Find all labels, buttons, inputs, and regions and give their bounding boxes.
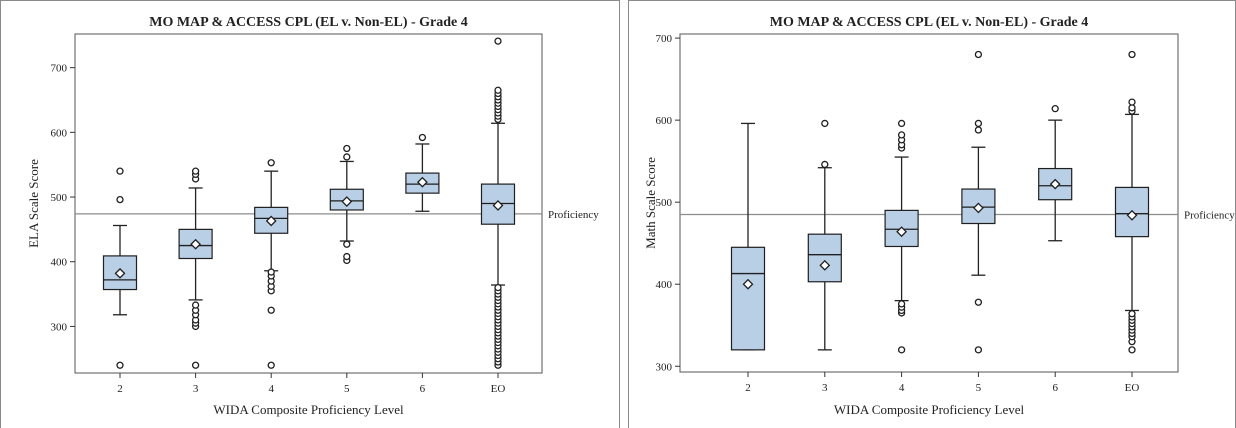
x-tick-label: 5 <box>976 382 982 394</box>
x-tick-label: EO <box>491 383 506 395</box>
mean-marker <box>742 278 754 290</box>
y-tick-label: 500 <box>51 192 68 204</box>
outlier-point <box>343 153 351 161</box>
chart-title: MO MAP & ACCESS CPL (EL v. Non-EL) - Gra… <box>149 15 468 30</box>
outlier-point <box>191 167 200 175</box>
ela-chart-panel: MO MAP & ACCESS CPL (EL v. Non-EL) - Gra… <box>0 0 620 428</box>
y-axis-title: Math Scale Score <box>643 157 658 249</box>
mean-marker <box>341 196 353 207</box>
outlier-point <box>821 160 829 169</box>
outlier-point <box>494 283 502 292</box>
outlier-point <box>1051 105 1059 113</box>
plot-area-frame <box>74 33 543 374</box>
y-tick-label: 700 <box>51 63 68 75</box>
mean-marker <box>819 259 831 271</box>
y-tick-label: 400 <box>656 279 673 291</box>
x-tick-label: 6 <box>1052 382 1058 394</box>
outlier-point <box>974 346 983 354</box>
mean-marker <box>416 176 428 188</box>
outlier-point <box>897 119 906 128</box>
outlier-point <box>267 361 275 369</box>
outlier-point <box>267 306 275 314</box>
y-tick-label: 600 <box>656 115 673 127</box>
outlier-point <box>494 37 502 45</box>
outlier-point <box>116 195 124 204</box>
y-tick-label: 500 <box>656 197 673 209</box>
mean-marker <box>492 200 504 211</box>
mean-marker <box>265 215 277 227</box>
outlier-point <box>974 126 983 134</box>
outlier-point <box>343 240 351 248</box>
mean-marker <box>1049 178 1061 190</box>
x-tick-label: EO <box>1125 382 1140 394</box>
outlier-point <box>494 86 502 94</box>
outlier-point <box>116 361 124 369</box>
outlier-point <box>821 119 829 128</box>
proficiency-label: Proficiency <box>1184 209 1235 221</box>
mean-marker <box>972 202 984 214</box>
mean-marker <box>896 226 908 238</box>
outlier-point <box>897 131 906 139</box>
outlier-point <box>1128 50 1136 59</box>
x-tick-label: 5 <box>344 383 350 395</box>
outlier-point <box>974 298 983 306</box>
x-axis-title: WIDA Composite Proficiency Level <box>834 402 1025 417</box>
outlier-point <box>1128 98 1136 106</box>
x-tick-label: 6 <box>420 383 426 395</box>
outlier-point <box>267 159 275 167</box>
outlier-point <box>1128 310 1136 318</box>
outlier-point <box>267 268 275 276</box>
mean-marker <box>114 267 126 279</box>
math-boxplot-svg: MO MAP & ACCESS CPL (EL v. Non-EL) - Gra… <box>643 15 1235 417</box>
mean-marker <box>190 238 202 250</box>
iqr-box <box>730 246 766 351</box>
ela-boxplot-svg: MO MAP & ACCESS CPL (EL v. Non-EL) - Gra… <box>26 15 599 417</box>
panel-divider <box>620 0 628 428</box>
iqr-box <box>884 209 919 248</box>
mean-marker <box>1126 209 1138 221</box>
x-tick-label: 3 <box>822 382 828 394</box>
x-axis-title: WIDA Composite Proficiency Level <box>213 402 404 417</box>
outlier-point <box>974 50 983 59</box>
chart-title: MO MAP & ACCESS CPL (EL v. Non-EL) - Gra… <box>770 15 1089 30</box>
iqr-box <box>807 233 842 283</box>
outlier-point <box>116 167 124 175</box>
outlier-point <box>418 133 427 142</box>
y-tick-label: 400 <box>51 257 68 269</box>
plot-area-frame <box>679 33 1179 373</box>
outlier-point <box>974 119 983 128</box>
x-tick-label: 4 <box>899 382 905 394</box>
proficiency-label: Proficiency <box>548 209 599 221</box>
outlier-point <box>191 301 200 309</box>
math-chart-panel: MO MAP & ACCESS CPL (EL v. Non-EL) - Gra… <box>628 0 1236 428</box>
y-tick-label: 600 <box>51 127 68 139</box>
y-axis-title: ELA Scale Score <box>26 159 41 248</box>
outlier-point <box>1128 346 1136 354</box>
outlier-point <box>343 252 351 261</box>
y-tick-label: 300 <box>656 361 673 373</box>
outlier-point <box>897 346 906 354</box>
x-tick-label: 2 <box>745 382 751 394</box>
x-tick-label: 3 <box>193 383 199 395</box>
outlier-point <box>897 300 906 308</box>
iqr-box <box>102 255 138 291</box>
outlier-point <box>191 361 200 369</box>
x-tick-label: 2 <box>117 383 123 395</box>
y-tick-label: 300 <box>51 321 68 333</box>
x-tick-label: 4 <box>268 383 274 395</box>
outlier-point <box>343 144 351 153</box>
y-tick-label: 700 <box>656 33 673 45</box>
